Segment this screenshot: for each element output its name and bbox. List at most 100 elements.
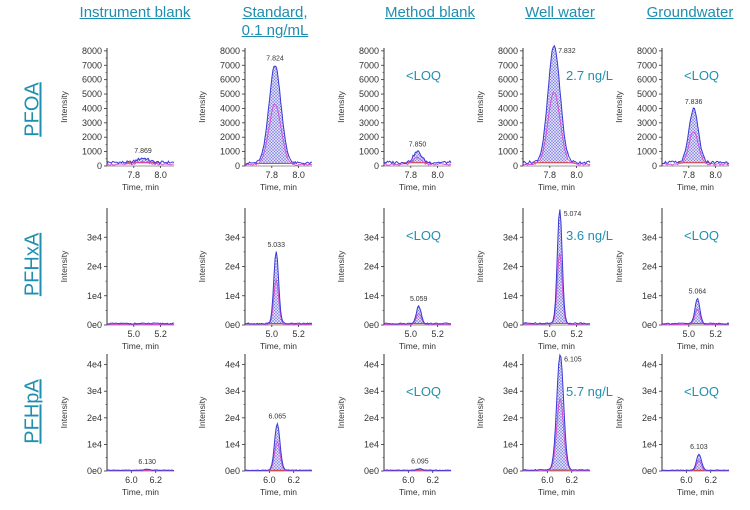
y-tick-label: 0e0: [225, 320, 240, 330]
trace-quantifier-ion: [244, 421, 313, 472]
x-tick-label: 5.0: [128, 329, 141, 339]
y-tick-label: 7000: [498, 60, 518, 70]
trace-confirming-ion: [383, 156, 452, 166]
peak-rt-label: 5.064: [689, 289, 707, 296]
x-axis-title: Time, min: [538, 182, 575, 192]
result-annotation: 3.6 ng/L: [566, 228, 613, 243]
y-tick-label: 7000: [637, 60, 657, 70]
x-axis-title: Time, min: [538, 487, 575, 497]
y-tick-label: 3e4: [225, 386, 240, 396]
y-tick-label: 0e0: [364, 320, 379, 330]
x-tick-label: 6.0: [680, 475, 693, 485]
y-tick-label: 0e0: [225, 466, 240, 476]
trace-confirming-ion: [522, 253, 591, 326]
y-tick-label: 4000: [359, 103, 379, 113]
y-tick-label: 7000: [82, 60, 102, 70]
y-tick-label: 0: [652, 161, 657, 171]
x-tick-label: 7.8: [544, 170, 557, 180]
trace-quantifier-ion: [106, 322, 175, 325]
y-axis-title: Intensity: [59, 396, 69, 428]
x-axis-title: Time, min: [122, 487, 159, 497]
trace-quantifier-ion: [661, 453, 730, 472]
peak-rt-label: 5.033: [267, 242, 285, 249]
y-tick-label: 4e4: [87, 360, 102, 370]
y-tick-label: 6000: [637, 75, 657, 85]
x-tick-label: 8.0: [431, 170, 444, 180]
peak-area: [130, 158, 156, 164]
y-tick-label: 7000: [220, 60, 240, 70]
result-annotation: <LOQ: [684, 68, 719, 83]
peak-area: [271, 423, 283, 471]
y-tick-label: 2000: [82, 132, 102, 142]
x-axis-title: Time, min: [399, 487, 436, 497]
trace-quantifier-ion: [106, 157, 175, 165]
y-tick-label: 3e4: [225, 232, 240, 242]
y-axis-title: Intensity: [59, 250, 69, 282]
y-tick-label: 2000: [637, 132, 657, 142]
peak-rt-label: 7.869: [134, 148, 152, 155]
y-tick-label: 8000: [498, 46, 518, 56]
y-tick-label: 2e4: [642, 262, 657, 272]
y-tick-label: 8000: [637, 46, 657, 56]
x-tick-label: 6.0: [541, 475, 554, 485]
y-tick-label: 1000: [498, 147, 518, 157]
x-axis-title: Time, min: [538, 341, 575, 351]
x-axis-title: Time, min: [122, 182, 159, 192]
y-tick-label: 1000: [82, 147, 102, 157]
trace-quantifier-ion: [383, 468, 452, 472]
x-axis-title: Time, min: [677, 182, 714, 192]
trace-quantifier-ion: [661, 297, 730, 325]
x-tick-label: 7.8: [683, 170, 696, 180]
trace-confirming-ion: [106, 323, 175, 326]
x-tick-label: 6.2: [287, 475, 300, 485]
result-annotation: <LOQ: [406, 384, 441, 399]
y-tick-label: 1e4: [364, 291, 379, 301]
result-annotation: <LOQ: [406, 228, 441, 243]
y-tick-label: 5000: [359, 89, 379, 99]
y-tick-label: 4e4: [503, 360, 518, 370]
y-tick-label: 3000: [82, 118, 102, 128]
y-tick-label: 1e4: [642, 291, 657, 301]
y-tick-label: 8000: [82, 46, 102, 56]
y-tick-label: 0: [97, 161, 102, 171]
y-tick-label: 1e4: [642, 439, 657, 449]
column-header-instrument-blank: Instrument blank: [79, 4, 191, 21]
peak-rt-label: 7.836: [685, 99, 703, 106]
y-axis-title: Intensity: [197, 250, 207, 282]
trace-quantifier-ion: [106, 468, 175, 472]
y-tick-label: 6000: [498, 75, 518, 85]
trace-quantifier-ion: [522, 353, 591, 471]
y-tick-label: 0e0: [503, 466, 518, 476]
x-axis-title: Time, min: [122, 341, 159, 351]
y-axis-title: Intensity: [336, 396, 346, 428]
y-axis-title: Intensity: [475, 90, 485, 122]
y-tick-label: 0e0: [642, 320, 657, 330]
trace-quantifier-ion: [383, 150, 452, 165]
y-tick-label: 0e0: [364, 466, 379, 476]
y-tick-label: 1000: [637, 147, 657, 157]
y-axis-title: Intensity: [197, 90, 207, 122]
y-tick-label: 2e4: [364, 413, 379, 423]
x-axis-title: Time, min: [260, 487, 297, 497]
result-annotation: <LOQ: [406, 68, 441, 83]
y-axis-title: Intensity: [614, 250, 624, 282]
y-tick-label: 2e4: [225, 413, 240, 423]
trace-confirming-ion: [244, 103, 313, 167]
peak-rt-label: 7.832: [558, 48, 576, 55]
x-tick-label: 8.0: [570, 170, 583, 180]
peak-rt-label: 6.065: [269, 414, 287, 421]
x-tick-label: 6.0: [402, 475, 415, 485]
column-header-well-water: Well water: [525, 4, 595, 21]
y-tick-label: 1000: [359, 147, 379, 157]
y-tick-label: 1e4: [503, 439, 518, 449]
peak-rt-label: 7.824: [266, 55, 284, 62]
x-tick-label: 5.0: [405, 329, 418, 339]
column-header-standard: Standard, 0.1 ng/mL: [241, 4, 309, 39]
y-tick-label: 2000: [359, 132, 379, 142]
y-tick-label: 4000: [637, 103, 657, 113]
y-tick-label: 5000: [220, 89, 240, 99]
x-tick-label: 8.0: [709, 170, 722, 180]
peak-rt-label: 5.059: [410, 296, 428, 303]
y-axis-title: Intensity: [475, 250, 485, 282]
